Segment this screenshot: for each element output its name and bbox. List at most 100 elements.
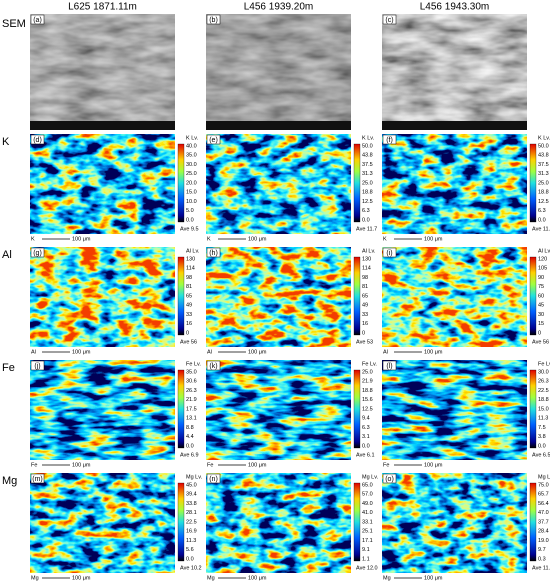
colorbar-tick-label: 0.0	[186, 217, 194, 223]
element-map	[206, 473, 351, 573]
colorbar-tick-label: 43.8	[538, 153, 549, 159]
colorbar-tick-label: 22.5	[538, 388, 549, 394]
colorbar-title: K Lv.	[186, 135, 199, 141]
panel-letter: (d)	[33, 137, 42, 144]
colorbar-tick-label: 19.0	[538, 538, 549, 544]
colorbar-tick-label: 49	[362, 303, 368, 309]
row-label: Fe	[2, 362, 15, 374]
colorbar-tick-label: 114	[362, 266, 371, 272]
colorbar-tick-label: 41.0	[362, 510, 373, 516]
panel-letter: (c)	[385, 17, 393, 24]
colorbar	[529, 256, 537, 336]
panel-letter: (g)	[33, 250, 42, 257]
row-label: Al	[2, 249, 12, 261]
colorbar-tick-label: 75.0	[538, 482, 549, 488]
colorbar-tick-label: 60	[538, 293, 544, 299]
colorbar-tick-label: 31.3	[362, 171, 373, 177]
colorbar	[353, 369, 361, 449]
colorbar-tick-label: 8.8	[186, 425, 194, 431]
element-map	[30, 247, 175, 347]
panel-letter-box	[206, 473, 221, 484]
row-label: SEM	[2, 18, 26, 30]
average-label: Ave 9.5	[180, 226, 199, 232]
element-map	[30, 134, 175, 234]
colorbar-tick-label: 17.5	[186, 406, 197, 412]
colorbar-title: Al Lv.	[362, 248, 376, 254]
colorbar-tick-label: 0	[186, 330, 189, 336]
colorbar-title: Fe Lv.	[186, 361, 201, 367]
panel-letter: (j)	[34, 363, 40, 370]
sem-image	[206, 14, 351, 130]
colorbar-tick-label: 15.0	[538, 406, 549, 412]
colorbar-tick-label: 49	[186, 303, 192, 309]
colorbar-tick-label: 17.1	[362, 538, 373, 544]
colorbar-tick-label: 43.8	[362, 153, 373, 159]
colorbar-tick-label: 56.4	[538, 501, 549, 507]
colorbar-tick-label: 21.9	[186, 397, 197, 403]
colorbar-tick-label: 0	[362, 330, 365, 336]
colorbar-tick-label: 65.0	[362, 482, 373, 488]
colorbar-tick-label: 33.8	[186, 501, 197, 507]
colorbar-tick-label: 18.8	[538, 397, 549, 403]
element-map	[382, 360, 527, 460]
colorbar-tick-label: 25.0	[538, 180, 549, 186]
scale-bar-label: 100 μm	[424, 575, 443, 581]
colorbar	[529, 143, 537, 223]
colorbar-tick-label: 45.0	[186, 482, 197, 488]
colorbar-title: Fe Lv.	[538, 361, 550, 367]
colorbar	[529, 369, 537, 449]
colorbar-tick-label: 28.1	[186, 510, 197, 516]
sem-info-bar	[206, 121, 351, 130]
colorbar-tick-label: 25.0	[186, 171, 197, 177]
element-label: K	[383, 236, 387, 242]
element-label: Fe	[383, 462, 389, 468]
colorbar	[353, 143, 361, 223]
panel-letter: (i)	[386, 250, 392, 257]
colorbar-tick-label: 9.1	[362, 547, 370, 553]
average-label: Ave 6.5	[532, 452, 550, 458]
colorbar-tick-label: 0.0	[186, 443, 194, 449]
colorbar-tick-label: 81	[186, 284, 192, 290]
element-label: Al	[31, 349, 36, 355]
element-map	[30, 473, 175, 573]
element-map	[206, 247, 351, 347]
colorbar-tick-label: 35.0	[186, 369, 197, 375]
colorbar	[353, 256, 361, 336]
colorbar-tick-label: 37.5	[362, 162, 373, 168]
panel-letter: (f)	[386, 137, 393, 144]
colorbar-tick-label: 18.8	[362, 388, 373, 394]
colorbar-tick-label: 18.8	[538, 190, 549, 196]
element-map	[382, 473, 527, 573]
colorbar-tick-label: 7.5	[538, 425, 546, 431]
colorbar-tick-label: 98	[186, 275, 192, 281]
panel-letter: (a)	[33, 17, 42, 24]
colorbar-tick-label: 65	[362, 293, 368, 299]
colorbar-title: Mg Lv.	[362, 474, 379, 480]
scale-bar-label: 100 μm	[248, 236, 267, 242]
colorbar-tick-label: 50.0	[538, 143, 549, 149]
average-label: Ave 12.0	[356, 565, 378, 571]
colorbar-tick-label: 30.0	[538, 369, 549, 375]
colorbar-tick-label: 12.5	[538, 199, 549, 205]
average-label: Ave 11.7	[356, 226, 377, 232]
element-label: Al	[207, 349, 212, 355]
panel-letter-box	[206, 134, 221, 145]
colorbar-title: Al Lv.	[538, 248, 550, 254]
colorbar-tick-label: 3.1	[362, 434, 370, 440]
panel-letter-box	[382, 360, 397, 371]
panel-letter: (k)	[209, 363, 217, 370]
panel-letter-box	[382, 14, 397, 25]
colorbar-title: Mg Lv.	[186, 474, 203, 480]
colorbar-tick-label: 0.0	[362, 443, 370, 449]
colorbar-tick-label: 11.3	[186, 538, 196, 544]
panel-letter: (l)	[386, 363, 392, 370]
colorbar-tick-label: 33	[186, 312, 192, 318]
scale-bar-label: 100 μm	[72, 349, 91, 355]
colorbar-tick-label: 30	[538, 312, 544, 318]
colorbar-tick-label: 15	[538, 321, 544, 327]
colorbar-tick-label: 25.0	[362, 369, 373, 375]
element-label: Fe	[31, 462, 37, 468]
column-header: L456 1939.20m	[244, 2, 314, 13]
scale-bar-label: 100 μm	[424, 462, 443, 468]
panel-letter-box	[206, 14, 221, 25]
